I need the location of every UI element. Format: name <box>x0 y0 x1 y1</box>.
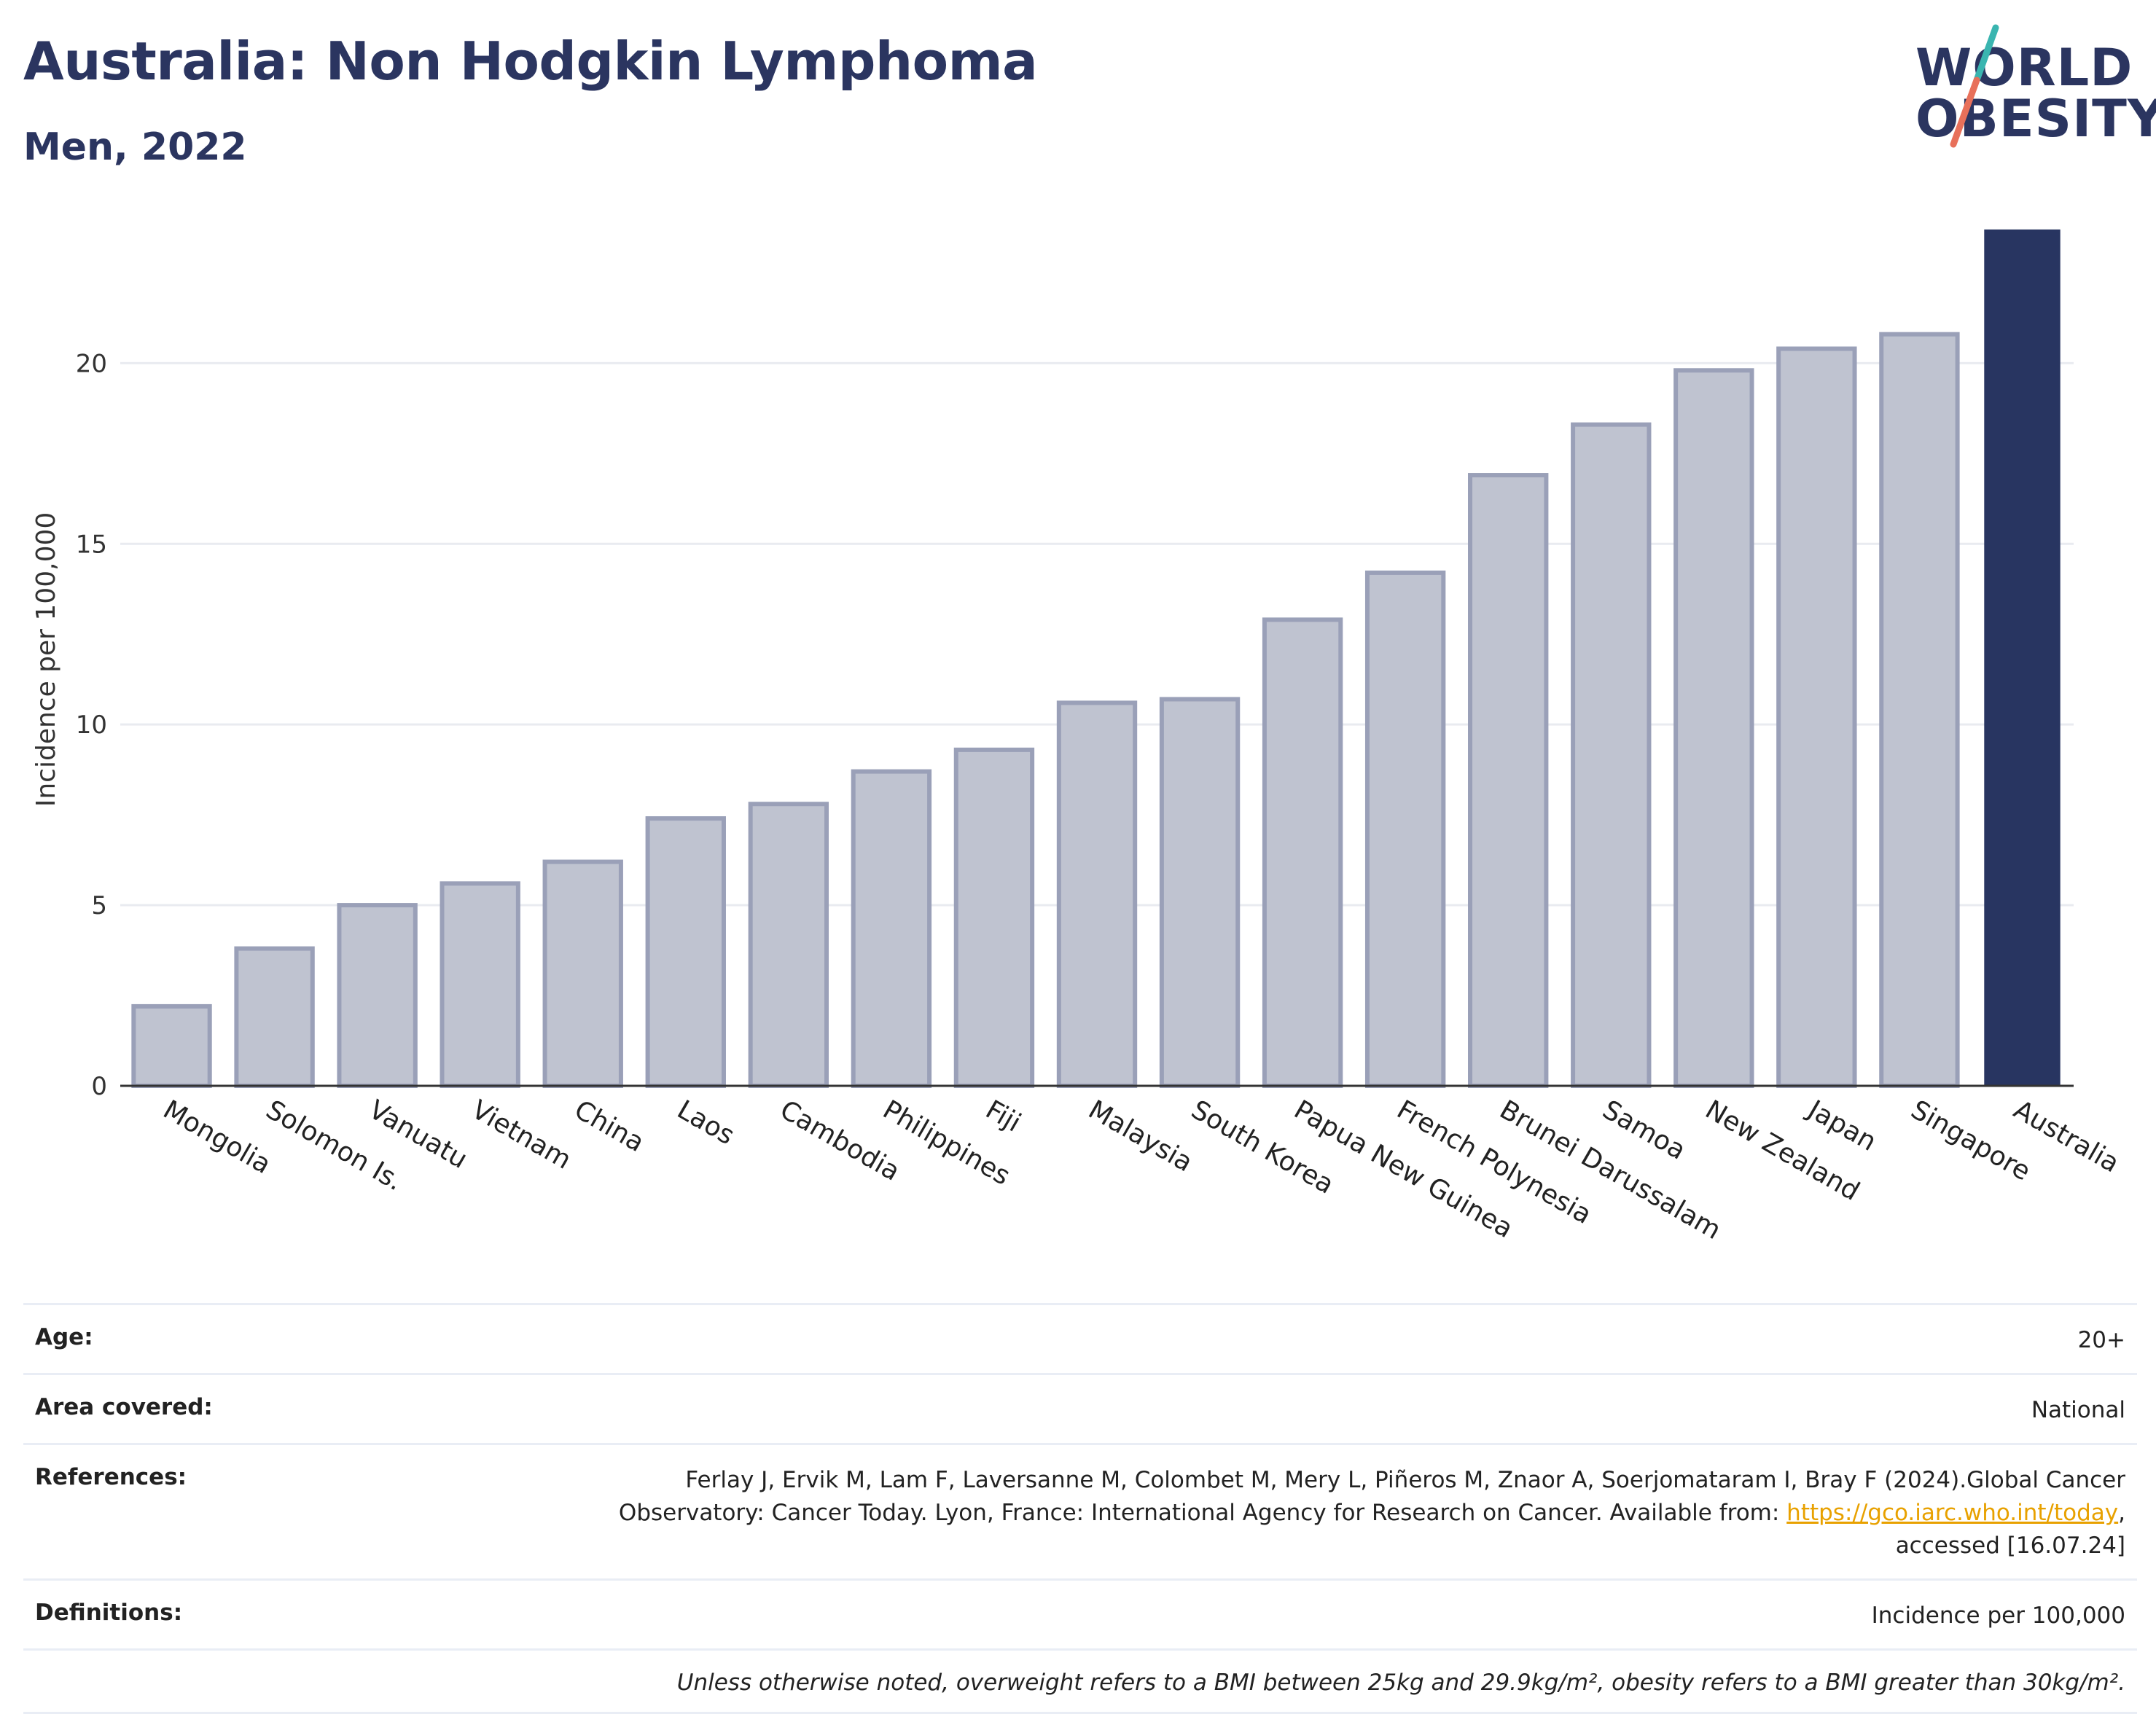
references-value: Ferlay J, Ervik M, Lam F, Laversanne M, … <box>619 1464 2125 1562</box>
x-tick-label: Fiji <box>980 1095 1026 1138</box>
world-obesity-logo: WORLD OBESITY <box>1895 20 2156 152</box>
y-tick-label: 5 <box>91 891 107 920</box>
y-tick-label: 15 <box>76 530 107 559</box>
meta-row-definitions: Definitions: Incidence per 100,000 <box>23 1578 2137 1648</box>
bar-mongolia <box>131 1003 212 1088</box>
y-tick-label: 10 <box>76 711 107 740</box>
x-tick-label: Mongolia <box>158 1095 276 1180</box>
age-label: Age: <box>35 1324 93 1350</box>
definitions-value: Incidence per 100,000 <box>1871 1602 2125 1629</box>
bar-vietnam <box>440 881 520 1089</box>
bar-solomon-is- <box>234 946 315 1089</box>
x-tick-label: China <box>569 1095 649 1158</box>
x-tick-label: Japan <box>1802 1094 1881 1157</box>
bar-fiji <box>953 747 1035 1088</box>
bar-singapore <box>1879 332 1960 1089</box>
area-value: National <box>2031 1396 2125 1423</box>
bar-laos <box>645 816 726 1089</box>
references-link[interactable]: https://gco.iarc.who.int/today <box>1786 1499 2119 1526</box>
y-tick-label: 0 <box>91 1072 107 1101</box>
references-label: References: <box>35 1463 187 1490</box>
references-line3: accessed [16.07.24] <box>1895 1532 2125 1559</box>
bar-australia <box>1984 229 2061 1086</box>
x-tick-label: Laos <box>672 1095 739 1151</box>
bar-papua-new-guinea <box>1262 617 1343 1088</box>
logo-line1: WORLD <box>1915 38 2133 98</box>
references-comma: , <box>2118 1499 2125 1526</box>
bar-cambodia <box>748 802 829 1088</box>
area-label: Area covered: <box>35 1393 213 1420</box>
page-title: Australia: Non Hodgkin Lymphoma <box>23 31 1038 92</box>
bmi-note: Unless otherwise noted, overweight refer… <box>676 1669 2125 1696</box>
meta-row-age: Age: 20+ <box>23 1303 2137 1373</box>
y-tick-label: 20 <box>76 349 107 378</box>
x-tick-label: Vietnam <box>466 1095 576 1175</box>
y-axis-label: Incidence per 100,000 <box>31 512 61 807</box>
meta-row-note: Unless otherwise noted, overweight refer… <box>23 1648 2137 1714</box>
bar-brunei-darussalam <box>1468 473 1549 1088</box>
meta-row-area: Area covered: National <box>23 1372 2137 1443</box>
bar-samoa <box>1571 422 1652 1088</box>
bar-china <box>542 859 623 1089</box>
bar-vanuatu <box>337 903 418 1089</box>
meta-row-references: References: Ferlay J, Ervik M, Lam F, La… <box>23 1442 2137 1578</box>
page-subtitle: Men, 2022 <box>23 125 247 169</box>
bar-french-polynesia <box>1364 570 1446 1088</box>
definitions-label: Definitions: <box>35 1599 183 1626</box>
bar-new-zealand <box>1673 368 1754 1088</box>
references-line2: Observatory: Cancer Today. Lyon, France:… <box>618 1499 1787 1526</box>
chart-metadata-table: Age: 20+ Area covered: National Referenc… <box>23 1303 2137 1714</box>
bar-south-korea <box>1159 697 1241 1088</box>
age-value: 20+ <box>2077 1327 2125 1353</box>
references-line1: Ferlay J, Ervik M, Lam F, Laversanne M, … <box>685 1466 2125 1493</box>
bar-japan <box>1776 346 1857 1088</box>
bar-malaysia <box>1056 700 1138 1088</box>
x-tick-label: Malaysia <box>1083 1095 1198 1178</box>
bar-philippines <box>851 769 932 1088</box>
logo-slash-icon <box>1950 24 1999 148</box>
